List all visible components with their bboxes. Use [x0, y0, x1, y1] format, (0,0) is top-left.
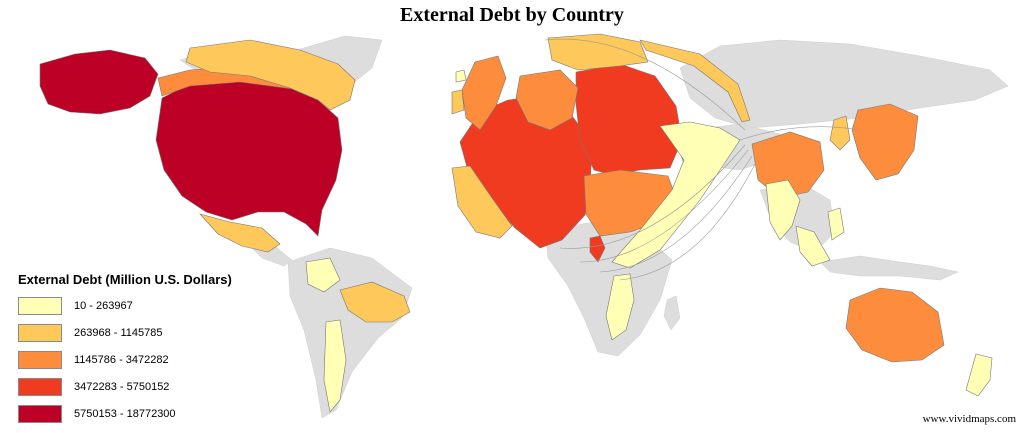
- region-andes: [323, 319, 347, 413]
- legend-label: 1145786 - 3472282: [74, 354, 169, 366]
- debt-class-2: [185, 33, 851, 323]
- region-ireland: [451, 89, 465, 115]
- region-mexico: [199, 213, 281, 253]
- region-korea: [829, 115, 851, 151]
- cartogram-stretch-lines: [544, 38, 861, 281]
- region-north-asia: [679, 39, 1009, 129]
- region-south-america: [287, 247, 413, 419]
- region-colombia: [305, 257, 341, 293]
- debt-class-1: [305, 69, 993, 413]
- legend-swatch: [18, 378, 62, 396]
- region-indonesia: [819, 255, 959, 281]
- legend-item: 5750153 - 18772300: [18, 405, 232, 423]
- region-japan: [851, 103, 919, 181]
- legend-item: 263968 - 1145785: [18, 324, 232, 342]
- region-philippines: [827, 207, 845, 241]
- region-arc: [639, 39, 751, 123]
- debt-class-4: [459, 63, 683, 263]
- legend-label: 3472283 - 5750152: [74, 381, 170, 393]
- region-scandinavia: [547, 33, 649, 71]
- map-title: External Debt by Country: [400, 4, 624, 26]
- legend-swatch: [18, 351, 62, 369]
- region-china: [751, 131, 825, 199]
- region-se-asia-nations: [795, 225, 831, 267]
- region-canada: [185, 39, 356, 111]
- region-small-islands: [455, 69, 467, 83]
- region-usa: [155, 79, 343, 237]
- region-new-zealand: [965, 353, 993, 397]
- legend-swatch: [18, 297, 62, 315]
- region-australia: [845, 287, 945, 363]
- region-alaska: [39, 49, 159, 115]
- legend-item: 10 - 263967: [18, 297, 232, 315]
- legend-swatch: [18, 324, 62, 342]
- region-india: [765, 179, 801, 241]
- region-netherlands: [515, 69, 579, 131]
- debt-class-5: [39, 49, 343, 237]
- legend-item: 1145786 - 3472282: [18, 351, 232, 369]
- legend-label: 5750153 - 18772300: [74, 408, 176, 420]
- region-southern-africa: [605, 273, 635, 341]
- region-italy: [589, 235, 606, 263]
- legend-item: 3472283 - 5750152: [18, 378, 232, 396]
- source-credit: www.vividmaps.com: [922, 413, 1016, 425]
- region-east-europe-band: [611, 121, 741, 269]
- legend-label: 10 - 263967: [74, 300, 133, 312]
- legend-title: External Debt (Million U.S. Dollars): [18, 272, 232, 287]
- legend-swatch: [18, 405, 62, 423]
- legend-label: 263968 - 1145785: [74, 327, 163, 339]
- map-legend: External Debt (Million U.S. Dollars) 10 …: [18, 272, 232, 432]
- region-iberia: [451, 165, 513, 239]
- region-central-europe: [575, 63, 683, 176]
- region-brazil: [339, 281, 411, 323]
- region-madagascar: [663, 295, 681, 331]
